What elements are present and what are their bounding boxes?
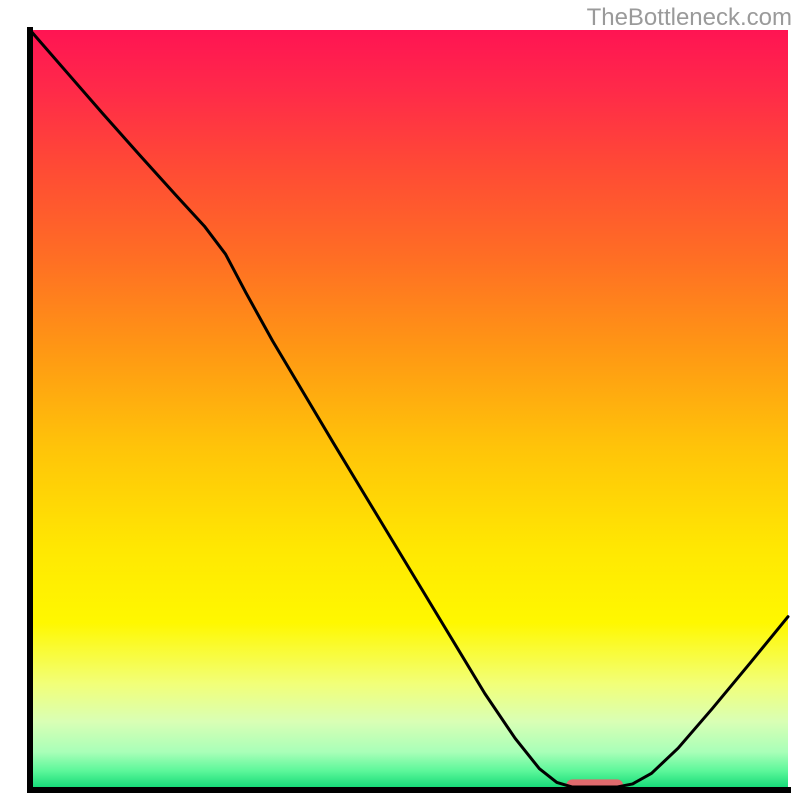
watermark-label: TheBottleneck.com <box>587 4 792 32</box>
bottleneck-chart <box>0 0 800 800</box>
chart-stage: TheBottleneck.com <box>0 0 800 800</box>
gradient-background <box>30 30 788 790</box>
